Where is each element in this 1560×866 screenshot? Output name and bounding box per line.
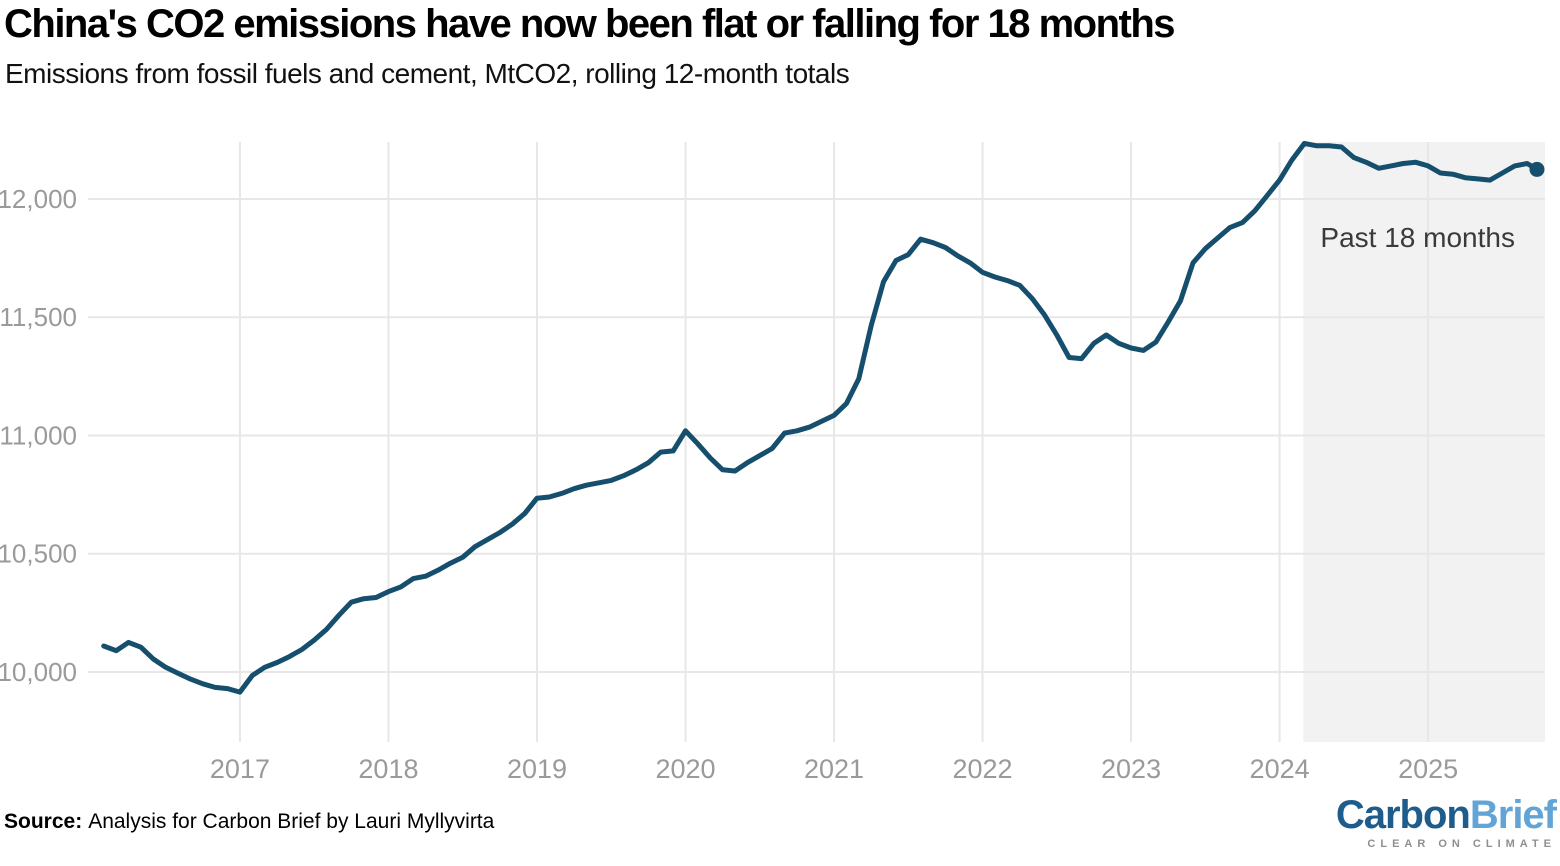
- emissions-line: [101, 140, 1540, 695]
- x-tick-label: 2018: [358, 754, 418, 784]
- logo-tagline: CLEAR ON CLIMATE: [1367, 838, 1556, 850]
- y-tick-label: 11,500: [0, 302, 77, 332]
- y-tick-label: 11,000: [0, 420, 77, 450]
- x-tick-label: 2025: [1398, 754, 1458, 784]
- x-tick-label: 2021: [804, 754, 864, 784]
- highlight-label-past-18-months: Past 18 months: [1320, 222, 1515, 253]
- logo-carbon-text: Carbon: [1335, 793, 1471, 837]
- highlight-band-past-18-months: [1303, 142, 1545, 742]
- y-tick-label: 10,500: [0, 539, 77, 569]
- carbonbrief-logo: CarbonBrief CLEAR ON CLIMATE: [1335, 793, 1557, 850]
- x-tick-label: 2024: [1250, 754, 1310, 784]
- chart-subtitle: Emissions from fossil fuels and cement, …: [5, 58, 850, 89]
- y-tick-label: 10,000: [0, 657, 77, 687]
- y-tick-label: 12,000: [0, 184, 77, 214]
- x-tick-label: 2022: [953, 754, 1013, 784]
- x-tick-label: 2019: [507, 754, 567, 784]
- logo-wordmark: CarbonBrief: [1335, 793, 1557, 837]
- source-note: Source: Analysis for Carbon Brief by Laur…: [4, 810, 494, 834]
- logo-brief-text: Brief: [1469, 793, 1557, 837]
- x-tick-label: 2023: [1101, 754, 1161, 784]
- x-tick-label: 2020: [655, 754, 715, 784]
- endpoint-dot: [1529, 161, 1545, 177]
- source-text: Analysis for Carbon Brief by Lauri Mylly…: [88, 810, 495, 833]
- x-tick-label: 2017: [210, 754, 270, 784]
- chart-title: China's CO2 emissions have now been flat…: [4, 2, 1176, 46]
- source-label: Source:: [4, 810, 83, 833]
